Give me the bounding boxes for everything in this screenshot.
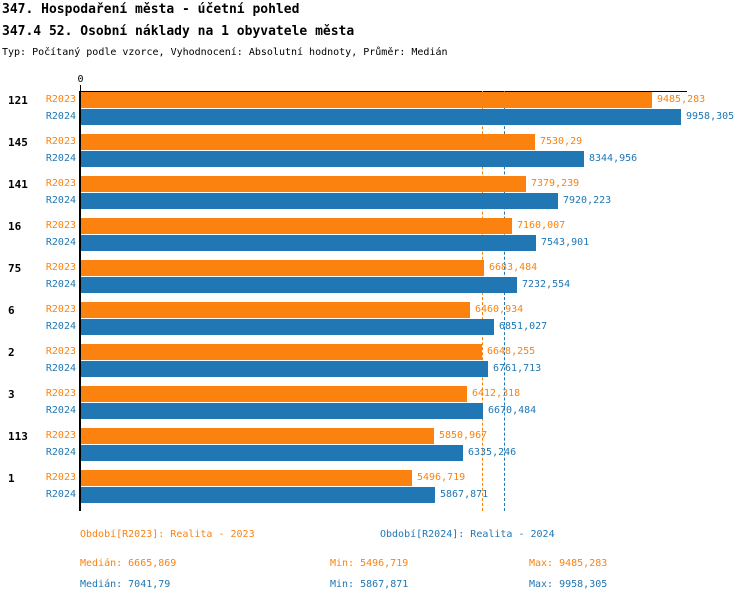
legend-item-r2023: Období[R2023]: Realita - 2023 xyxy=(80,529,255,540)
category-label: 145 xyxy=(8,136,28,149)
stat-min-r2023: Min: 5496,719 xyxy=(330,558,409,569)
value-label: 7232,554 xyxy=(522,279,571,290)
value-label: 6683,484 xyxy=(489,262,538,273)
series-label-r2024: R2024 xyxy=(45,447,76,458)
category-label: 75 xyxy=(8,262,22,275)
series-label-r2024: R2024 xyxy=(45,405,76,416)
series-label-r2024: R2024 xyxy=(45,237,76,248)
series-label-r2023: R2023 xyxy=(45,262,76,273)
stat-max-r2024: Max: 9958,305 xyxy=(529,579,608,590)
stat-max-r2023: Max: 9485,283 xyxy=(529,558,608,569)
series-label-r2023: R2023 xyxy=(45,220,76,231)
bar-r2024-113 xyxy=(81,445,463,461)
category-label: 1 xyxy=(8,472,15,485)
bar-group-6: 6 R2023 6460,934 R2024 6851,027 xyxy=(0,302,750,336)
stat-median-r2024: Medián: 7041,79 xyxy=(80,579,171,590)
bar-r2023-113 xyxy=(81,428,434,444)
bar-r2024-75 xyxy=(81,277,517,293)
value-label: 7160,007 xyxy=(517,220,566,231)
value-label: 5850,967 xyxy=(439,430,488,441)
value-label: 9485,283 xyxy=(657,94,706,105)
bar-group-113: 113 R2023 5850,967 R2024 6335,246 xyxy=(0,428,750,462)
bar-r2024-6 xyxy=(81,319,494,335)
chart-type-note: Typ: Počítaný podle vzorce, Vyhodnocení:… xyxy=(2,47,448,58)
value-label: 6335,246 xyxy=(468,447,517,458)
stat-median-r2023: Medián: 6665,869 xyxy=(80,558,177,569)
value-label: 6670,484 xyxy=(488,405,537,416)
series-label-r2023: R2023 xyxy=(45,178,76,189)
series-label-r2024: R2024 xyxy=(45,195,76,206)
series-label-r2023: R2023 xyxy=(45,430,76,441)
bar-group-141: 141 R2023 7379,239 R2024 7920,223 xyxy=(0,176,750,210)
bar-r2024-2 xyxy=(81,361,488,377)
value-label: 5496,719 xyxy=(417,472,466,483)
bar-r2024-16 xyxy=(81,235,536,251)
series-label-r2023: R2023 xyxy=(45,304,76,315)
value-label: 6412,318 xyxy=(472,388,521,399)
bar-r2023-121 xyxy=(81,92,652,108)
series-label-r2024: R2024 xyxy=(45,153,76,164)
category-label: 121 xyxy=(8,94,28,107)
bar-r2024-1 xyxy=(81,487,435,503)
bar-r2023-16 xyxy=(81,218,512,234)
value-label: 7379,239 xyxy=(531,178,580,189)
bar-r2023-6 xyxy=(81,302,470,318)
bar-r2024-121 xyxy=(81,109,681,125)
bar-r2023-75 xyxy=(81,260,484,276)
value-label: 6761,713 xyxy=(493,363,542,374)
median-line-r2023 xyxy=(482,91,483,511)
series-label-r2024: R2024 xyxy=(45,279,76,290)
value-label: 5867,871 xyxy=(440,489,489,500)
value-label: 7530,29 xyxy=(540,136,583,147)
series-label-r2024: R2024 xyxy=(45,321,76,332)
value-label: 8344,956 xyxy=(589,153,638,164)
series-label-r2023: R2023 xyxy=(45,136,76,147)
category-label: 16 xyxy=(8,220,22,233)
bar-group-16: 16 R2023 7160,007 R2024 7543,901 xyxy=(0,218,750,252)
category-label: 2 xyxy=(8,346,15,359)
value-label: 7543,901 xyxy=(541,237,590,248)
bar-group-145: 145 R2023 7530,29 R2024 8344,956 xyxy=(0,134,750,168)
value-label: 9958,305 xyxy=(686,111,735,122)
bar-r2023-3 xyxy=(81,386,467,402)
bar-r2024-145 xyxy=(81,151,584,167)
x-axis-line xyxy=(79,91,687,92)
bar-r2023-145 xyxy=(81,134,535,150)
category-label: 6 xyxy=(8,304,15,317)
category-label: 113 xyxy=(8,430,28,443)
value-label: 6460,934 xyxy=(475,304,524,315)
category-label: 141 xyxy=(8,178,28,191)
bar-r2023-2 xyxy=(81,344,482,360)
bar-r2024-3 xyxy=(81,403,483,419)
median-line-r2024 xyxy=(504,91,505,511)
category-label: 3 xyxy=(8,388,15,401)
series-label-r2024: R2024 xyxy=(45,489,76,500)
value-label: 6648,255 xyxy=(487,346,536,357)
series-label-r2024: R2024 xyxy=(45,363,76,374)
page-title: 347. Hospodaření města - účetní pohled xyxy=(2,2,300,17)
series-label-r2023: R2023 xyxy=(45,388,76,399)
page-subtitle: 347.4 52. Osobní náklady na 1 obyvatele … xyxy=(2,24,355,39)
bar-r2024-141 xyxy=(81,193,558,209)
value-label: 7920,223 xyxy=(563,195,612,206)
y-axis-line xyxy=(79,91,81,511)
bar-r2023-1 xyxy=(81,470,412,486)
value-label: 6851,027 xyxy=(499,321,548,332)
bar-group-75: 75 R2023 6683,484 R2024 7232,554 xyxy=(0,260,750,294)
series-label-r2023: R2023 xyxy=(45,346,76,357)
bar-group-121: 121 R2023 9485,283 R2024 9958,305 xyxy=(0,92,750,126)
series-label-r2023: R2023 xyxy=(45,472,76,483)
legend-item-r2024: Období[R2024]: Realita - 2024 xyxy=(380,529,555,540)
x-axis-tick xyxy=(80,85,81,91)
bar-group-1: 1 R2023 5496,719 R2024 5867,871 xyxy=(0,470,750,504)
x-axis-zero-label: 0 xyxy=(77,74,84,85)
bar-group-2: 2 R2023 6648,255 R2024 6761,713 xyxy=(0,344,750,378)
bar-group-3: 3 R2023 6412,318 R2024 6670,484 xyxy=(0,386,750,420)
series-label-r2024: R2024 xyxy=(45,111,76,122)
stat-min-r2024: Min: 5867,871 xyxy=(330,579,409,590)
series-label-r2023: R2023 xyxy=(45,94,76,105)
bar-r2023-141 xyxy=(81,176,526,192)
